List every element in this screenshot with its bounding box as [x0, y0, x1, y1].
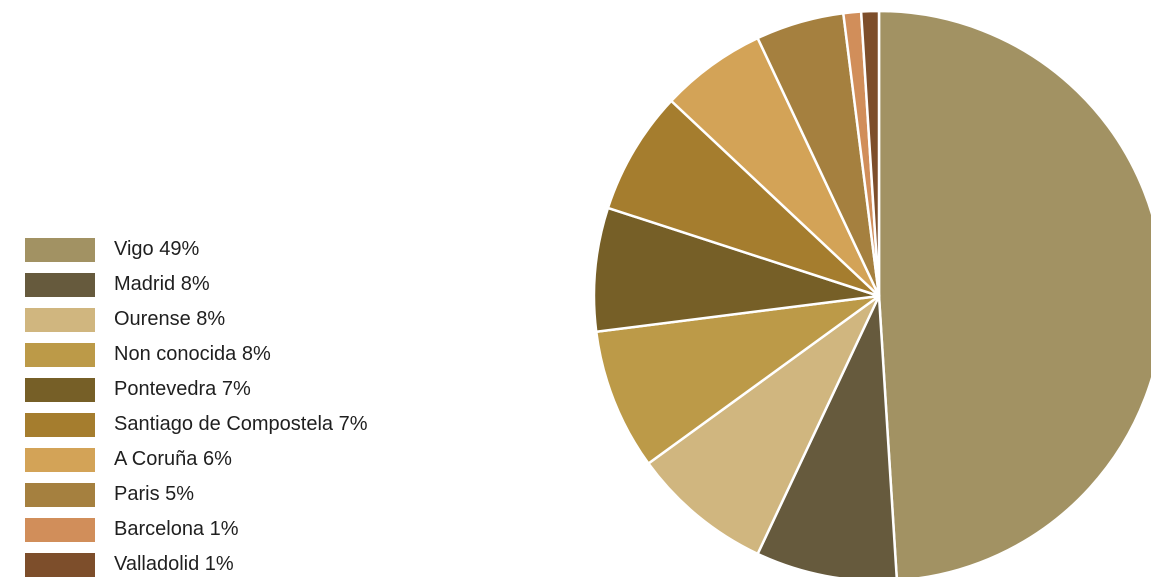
pie-slice [859, 9, 881, 298]
legend-label: Pontevedra 7% [114, 378, 251, 400]
legend-swatch [25, 552, 95, 577]
legend-swatch [25, 342, 95, 367]
legend-item: Barcelona 1% [25, 512, 445, 547]
legend-label: Ourense 8% [114, 308, 226, 330]
legend-label: Barcelona 1% [114, 518, 239, 540]
chart-legend: Vigo 49% Madrid 8% Ourense 8% Non conoci… [25, 232, 445, 582]
legend-label: Non conocida 8% [114, 343, 271, 365]
legend-item: Vigo 49% [25, 232, 445, 267]
pie-slice [606, 99, 881, 298]
legend-item: Ourense 8% [25, 302, 445, 337]
legend-label: Valladolid 1% [114, 553, 234, 575]
legend-item: Santiago de Compostela 7% [25, 407, 445, 442]
legend-swatch [25, 272, 95, 297]
legend-item: A Coruña 6% [25, 442, 445, 477]
legend-swatch [25, 237, 95, 262]
legend-item: Paris 5% [25, 477, 445, 512]
legend-item: Non conocida 8% [25, 337, 445, 372]
legend-label: Paris 5% [114, 483, 195, 505]
legend-swatch [25, 447, 95, 472]
legend-label: Santiago de Compostela 7% [114, 413, 368, 435]
legend-label: A Coruña 6% [114, 448, 232, 470]
legend-item: Valladolid 1% [25, 547, 445, 582]
legend-item: Madrid 8% [25, 267, 445, 302]
pie-slice [756, 294, 898, 577]
legend-swatch [25, 482, 95, 507]
legend-item: Pontevedra 7% [25, 372, 445, 407]
legend-swatch [25, 307, 95, 332]
pie-slice [595, 294, 881, 465]
legend-swatch [25, 517, 95, 542]
legend-swatch [25, 377, 95, 402]
legend-label: Madrid 8% [114, 273, 210, 295]
pie-slice [647, 294, 881, 556]
pie-slice [592, 206, 881, 333]
pie-slice [877, 9, 1151, 577]
legend-swatch [25, 412, 95, 437]
legend-label: Vigo 49% [114, 238, 200, 260]
